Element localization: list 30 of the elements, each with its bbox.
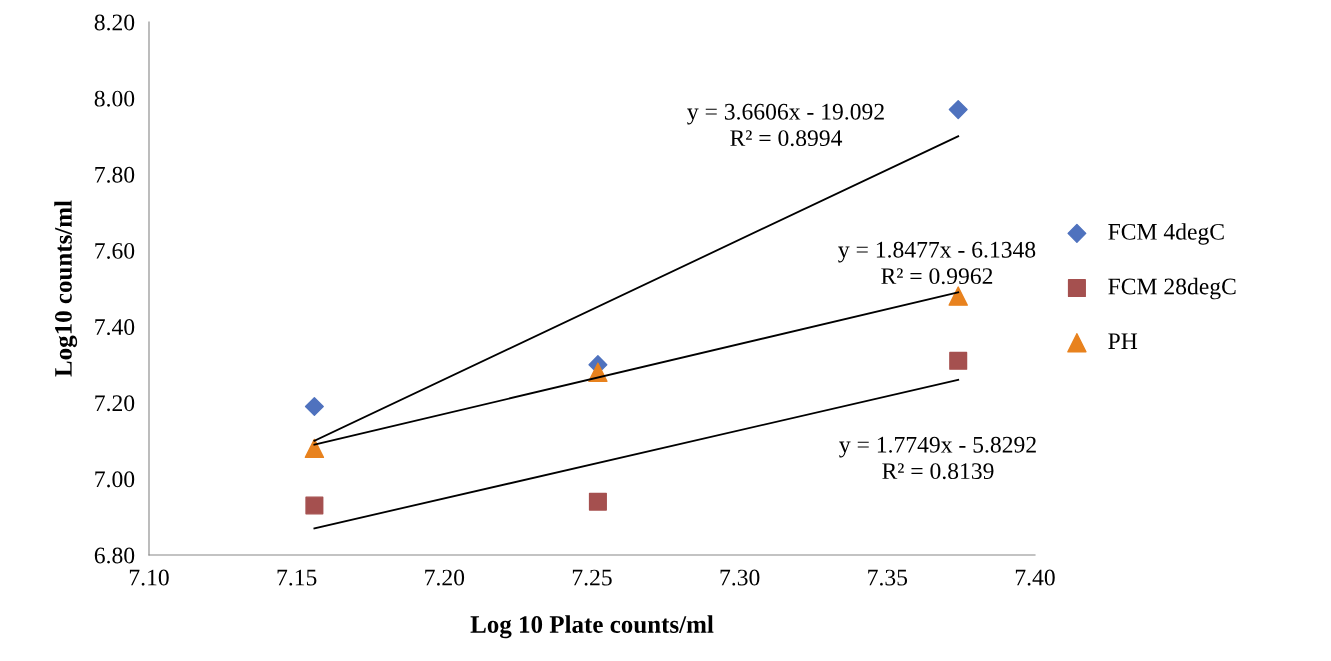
x-tick-label: 7.35 [868,569,908,586]
legend-label: FCM 4degC [1108,223,1224,245]
y-tick-label: 7.20 [95,395,135,412]
y-tick-label: 7.40 [95,319,135,336]
x-tick-label: 7.20 [425,569,465,586]
y-tick-label: 7.80 [95,166,135,183]
point [948,286,968,306]
point [949,351,968,370]
x-tick-label: 7.15 [277,569,317,586]
point [305,496,324,515]
annotation: y = 1.7749x - 5.8292 R² = 0.8139 [839,436,1036,480]
legend-label: FCM 28degC [1108,277,1236,300]
x-tick-label: 7.30 [720,569,760,586]
y-tick-label: 8.00 [94,90,135,107]
y-tick-label: 8.20 [94,14,135,31]
x-tick-label: 7.40 [1015,569,1055,586]
y-tick-label: 6.80 [94,547,135,564]
point [588,492,607,511]
point [304,396,324,417]
x-axis-title: Log 10 Plate counts/ml [470,615,714,639]
y-tick-label: 7.60 [95,242,135,259]
legend-label: PH [1108,333,1138,349]
y-tick-label: 7.00 [95,471,135,488]
x-tick-label: 7.25 [572,569,612,586]
annotation: y = 1.8477x - 6.1348 R² = 0.9962 [838,241,1036,285]
annotation: y = 3.6606x - 19.092 R² = 0.8994 [687,103,884,147]
point [304,438,325,459]
x-tick-label: 7.10 [129,569,169,586]
y-axis-title: Log10 counts/ml [54,200,78,377]
point [948,100,968,120]
